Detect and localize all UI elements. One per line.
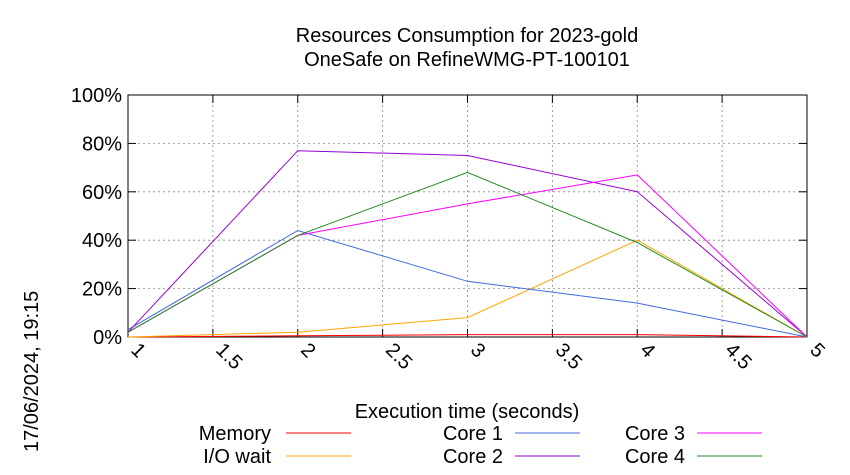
series-line-core-4: [127, 171, 808, 338]
legend-label: Core 2: [443, 446, 503, 468]
y-tick-label: 100%: [71, 85, 122, 107]
series-line-i-o-wait: [127, 239, 808, 338]
x-tick-label: 3: [466, 339, 489, 362]
legend-label: Core 3: [625, 423, 685, 445]
x-axis-label: Execution time (seconds): [355, 401, 580, 423]
legend-label: Memory: [199, 423, 271, 445]
x-tick-label: 1.5: [211, 339, 246, 374]
x-tick-label: 3.5: [551, 339, 586, 374]
series-line-core-2: [127, 150, 808, 338]
y-tick-label: 20%: [82, 279, 122, 301]
x-tick-label: 5: [805, 339, 828, 362]
x-tick-label: 2: [296, 339, 319, 362]
x-tick-label: 4: [636, 339, 659, 362]
series-line-memory: [127, 334, 808, 338]
series-line-core-1: [127, 229, 808, 338]
y-tick-label: 60%: [82, 182, 122, 204]
y-tick-label: 0%: [93, 327, 122, 349]
x-tick-label: 2.5: [381, 339, 416, 374]
y-tick-label: 80%: [82, 133, 122, 155]
legend-label: I/O wait: [203, 446, 271, 468]
chart-title: Resources Consumption for 2023-gold: [296, 25, 638, 47]
x-tick-label: 4.5: [721, 339, 756, 374]
legend-label: Core 4: [625, 446, 685, 468]
x-tick-label: 1: [126, 339, 149, 362]
x-axis-ticks: 1 1.5 2 2.5 3 3.5 4 4.5 5: [126, 95, 829, 374]
timestamp-label: 17/06/2024, 19:15: [21, 291, 43, 452]
y-axis-ticks: 0% 20% 40% 60% 80% 100%: [71, 85, 807, 349]
chart-subtitle: OneSafe on RefineWMG-PT-100101: [304, 49, 630, 71]
grid: [128, 95, 807, 337]
legend-label: Core 1: [443, 423, 503, 445]
series-lines: [127, 150, 808, 338]
y-tick-label: 40%: [82, 230, 122, 252]
